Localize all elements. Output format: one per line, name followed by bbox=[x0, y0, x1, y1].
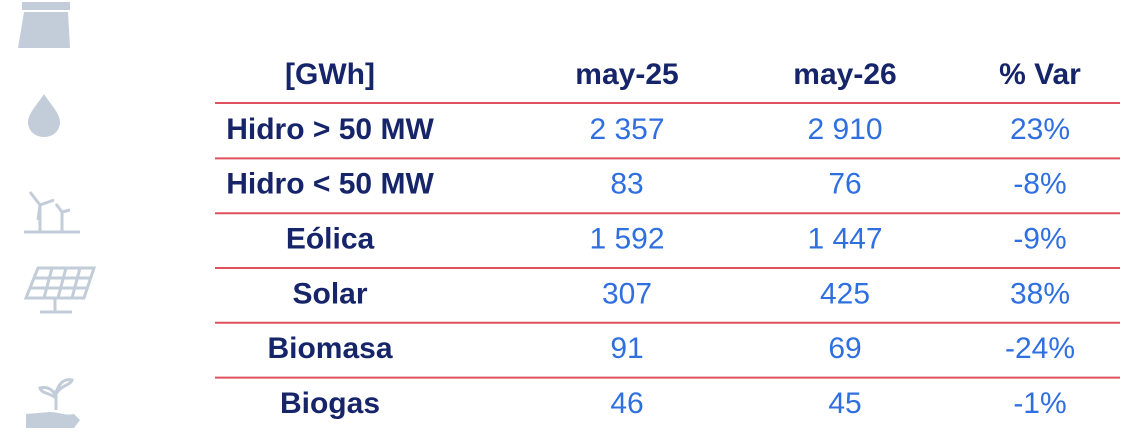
row-label: Eólica bbox=[286, 223, 375, 256]
value-cell: 1 447 bbox=[807, 223, 882, 256]
header-cell: [GWh] bbox=[285, 58, 375, 91]
row-label: Biomasa bbox=[267, 332, 392, 365]
value-cell: 307 bbox=[602, 277, 652, 310]
dam-icon bbox=[18, 2, 70, 48]
row-label: Solar bbox=[292, 277, 367, 310]
value-cell: 2 357 bbox=[589, 113, 664, 146]
value-cell: -9% bbox=[1013, 223, 1066, 256]
value-cell: -1% bbox=[1013, 387, 1066, 420]
value-cell: 83 bbox=[610, 168, 643, 201]
row-label: Biogas bbox=[280, 387, 380, 420]
value-cell: 69 bbox=[828, 332, 861, 365]
drop-icon bbox=[28, 94, 60, 137]
value-cell: 91 bbox=[610, 332, 643, 365]
solar-icon bbox=[23, 266, 97, 314]
row-label: Hidro > 50 MW bbox=[226, 113, 434, 146]
value-cell: -24% bbox=[1005, 332, 1075, 365]
value-cell: 1 592 bbox=[589, 223, 664, 256]
value-cell: 23% bbox=[1010, 113, 1070, 146]
value-cell: 45 bbox=[828, 387, 861, 420]
value-cell: 425 bbox=[820, 277, 870, 310]
value-cell: -8% bbox=[1013, 168, 1066, 201]
wind-icon bbox=[24, 191, 80, 234]
plant-icon bbox=[26, 378, 80, 428]
header-cell: may-25 bbox=[575, 58, 678, 91]
value-cell: 38% bbox=[1010, 277, 1070, 310]
value-cell: 2 910 bbox=[807, 113, 882, 146]
row-label: Hidro < 50 MW bbox=[226, 168, 434, 201]
header-cell: % Var bbox=[999, 58, 1081, 91]
value-cell: 46 bbox=[610, 387, 643, 420]
value-cell: 76 bbox=[828, 168, 861, 201]
header-cell: may-26 bbox=[793, 58, 896, 91]
